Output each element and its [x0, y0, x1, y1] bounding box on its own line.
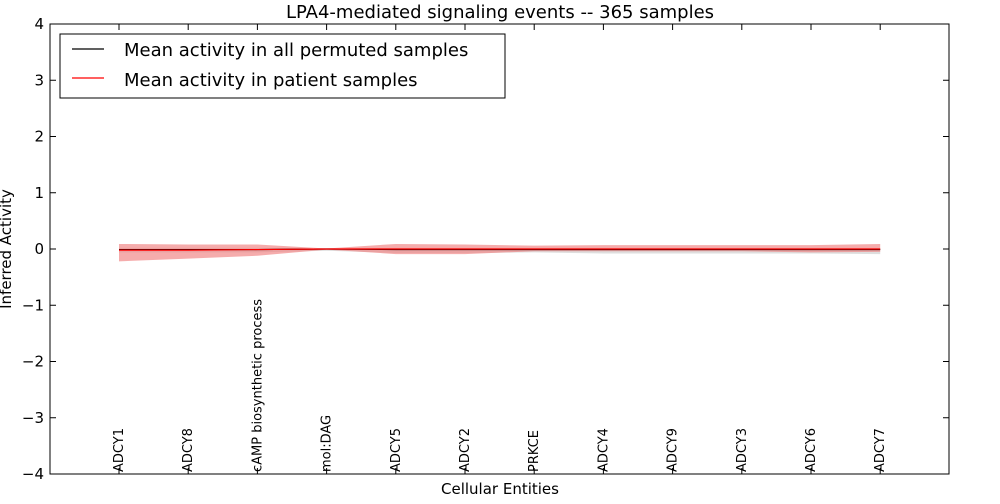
confidence-band-patient	[119, 243, 881, 262]
y-tick-label: −1	[22, 296, 44, 314]
y-tick-label: −4	[22, 465, 44, 483]
x-tick-label: ADCY8	[181, 428, 196, 472]
x-axis: ADCY1 ADCY8 cAMP biosynthetic process mol:D…	[112, 24, 888, 474]
legend: Mean activity in all permuted samples Me…	[59, 33, 506, 99]
x-tick-label: ADCY2	[458, 428, 473, 472]
x-tick-label: ADCY4	[596, 428, 611, 472]
bands-layer	[119, 243, 881, 262]
x-tick-label: ADCY5	[389, 428, 404, 472]
legend-label-permuted: Mean activity in all permuted samples	[124, 40, 468, 61]
series-line-patient	[119, 248, 881, 251]
y-tick-label: −3	[22, 409, 44, 427]
x-tick-label: ADCY3	[735, 428, 750, 472]
x-tick-label: ADCY1	[112, 428, 127, 472]
lines-layer	[119, 248, 881, 251]
y-tick-label: 3	[34, 71, 44, 89]
y-tick-label: 4	[34, 15, 44, 33]
y-tick-label: 1	[34, 184, 44, 202]
x-tick-label: PRKCE	[527, 430, 542, 472]
chart-title: LPA4-mediated signaling events -- 365 sa…	[286, 2, 714, 23]
x-tick-label: ADCY7	[873, 428, 888, 472]
x-tick-label: ADCY9	[666, 428, 681, 472]
y-tick-label: 0	[34, 240, 44, 258]
x-tick-label: cAMP biosynthetic process	[250, 299, 265, 472]
legend-label-patient: Mean activity in patient samples	[124, 70, 418, 91]
y-tick-label: 2	[34, 128, 44, 146]
x-tick-label: mol:DAG	[320, 415, 335, 472]
y-tick-label: −2	[22, 353, 44, 371]
y-axis: −4 −3 −2 −1 0 1 2 3 4	[22, 15, 949, 483]
x-tick-label: ADCY6	[804, 428, 819, 472]
legend-box	[59, 33, 506, 99]
y-axis-label: Inferred Activity	[0, 189, 15, 309]
x-axis-label: Cellular Entities	[441, 480, 559, 498]
